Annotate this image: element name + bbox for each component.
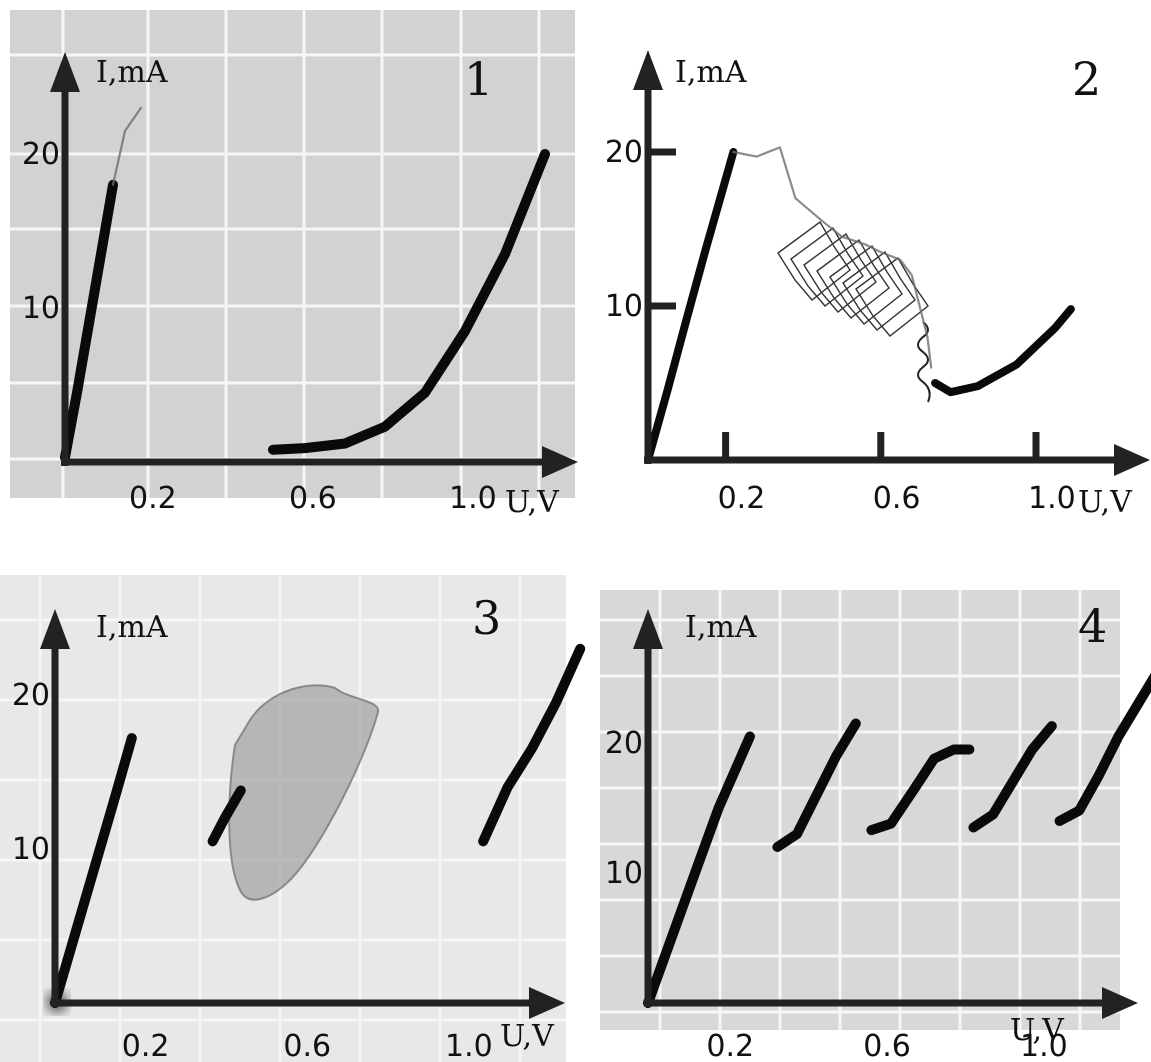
panel-2-x-axis-arrow <box>1114 444 1150 476</box>
panel-2-x-tick-label-1: 0.2 <box>718 481 766 516</box>
panel-4-x-axis-label: U,V <box>1010 1013 1065 1048</box>
panel-1-series-1 <box>60 179 118 463</box>
panel-1-x-tick-label-3: 1.0 <box>449 481 497 516</box>
panel-1-series-2 <box>111 106 143 186</box>
panel-4-number: 4 <box>1078 599 1107 653</box>
panel-2-series-2 <box>732 146 933 369</box>
panel-4-series <box>643 672 1151 1008</box>
panel-2-series-1 <box>644 148 738 464</box>
panel-2-y-axis-label: I,mA <box>675 55 747 90</box>
panel-4-x-tick-label-3: 1.0 <box>1020 1029 1068 1062</box>
panel-2-x-axis-label: U,V <box>1078 485 1133 520</box>
panel-3-y-tick-label-1: 10 <box>12 832 50 867</box>
panel-1-number: 1 <box>464 52 493 106</box>
panel-3-decorations <box>47 684 379 1012</box>
panel-4-x-axis-arrow <box>1102 987 1138 1019</box>
panel-1: 0.2 0.6 1.0 10 20 I,mA U,V 1 <box>10 10 578 520</box>
panel-4-ticks: 0.2 0.6 1.0 10 20 <box>605 726 1068 1062</box>
panel-2-y-tick-label-2: 20 <box>605 135 643 170</box>
panel-3-series <box>50 643 586 1008</box>
panel-2-x-tick-label-2: 0.6 <box>873 481 921 516</box>
panel-3-ticks: 0.2 0.6 1.0 10 20 <box>12 678 493 1062</box>
panel-4-axes <box>633 609 1138 1019</box>
panel-1-ticks: 0.2 0.6 1.0 10 20 <box>22 137 497 516</box>
panel-3-x-tick-label-2: 0.6 <box>283 1029 331 1062</box>
panel-3-series-3 <box>478 643 586 847</box>
panel-4-y-axis-label: I,mA <box>685 610 757 645</box>
panel-2-spiral-trace <box>917 321 931 403</box>
panel-3-grid <box>0 575 566 1062</box>
panel-1-series <box>60 106 550 463</box>
panel-2-oscillation-loops <box>777 220 929 337</box>
panel-3-x-tick-label-1: 0.2 <box>122 1029 170 1062</box>
panel-3-series-1 <box>50 733 137 1008</box>
panel-3-series-2 <box>207 785 246 847</box>
panel-3-axes <box>40 609 565 1019</box>
panel-1-x-tick-label-1: 0.2 <box>129 481 177 516</box>
panel-1-x-axis-arrow <box>542 446 578 478</box>
panel-4-y-tick-label-2: 20 <box>605 726 643 761</box>
panel-4-x-tick-label-2: 0.6 <box>863 1029 911 1062</box>
panel-2-series-3 <box>931 305 1075 397</box>
panel-4-series-3 <box>866 744 975 836</box>
panel-1-x-axis-label: U,V <box>505 485 560 520</box>
panel-3-x-axis-arrow <box>529 987 565 1019</box>
panel-1-series-3 <box>268 149 550 455</box>
panel-2-ticks: 0.2 0.6 1.0 10 20 <box>605 135 1076 516</box>
panel-4-x-tick-label-1: 0.2 <box>706 1029 754 1062</box>
panel-4-series-5 <box>1054 672 1151 826</box>
panel-1-axes <box>50 52 578 478</box>
panel-3-y-tick-label-2: 20 <box>12 678 50 713</box>
panel-3-x-tick-label-3: 1.0 <box>445 1029 493 1062</box>
panel-4-series-1 <box>643 731 755 1008</box>
panel-4: 0.2 0.6 1.0 10 20 I,mA U,V 4 <box>600 590 1151 1062</box>
panel-2-x-tick-label-3: 1.0 <box>1028 481 1076 516</box>
panel-1-y-tick-label-1: 10 <box>22 291 60 326</box>
panel-4-series-4 <box>968 721 1057 833</box>
panel-3-y-axis-label: I,mA <box>96 610 168 645</box>
panel-3-number: 3 <box>472 591 501 645</box>
panel-2: 0.2 0.6 1.0 10 20 I,mA U,V 2 <box>585 10 1151 520</box>
panel-2-number: 2 <box>1072 52 1101 106</box>
panel-1-y-tick-label-2: 20 <box>22 137 60 172</box>
panel-1-y-axis-label: I,mA <box>96 55 168 90</box>
panel-1-y-axis-arrow <box>50 52 80 92</box>
panel-2-y-axis-arrow <box>633 50 663 90</box>
panel-2-background <box>585 10 1151 498</box>
panel-3: 0.2 0.6 1.0 10 20 I,mA U,V 3 <box>0 575 586 1062</box>
panel-2-y-tick-label-1: 10 <box>605 289 643 324</box>
panel-2-series <box>644 146 1075 464</box>
panel-3-diffuse-region <box>228 684 379 901</box>
panel-4-y-tick-label-1: 10 <box>605 856 643 891</box>
panel-4-background <box>600 590 1120 1030</box>
panel-4-y-axis-arrow <box>633 609 663 649</box>
panel-2-decorations <box>777 220 931 403</box>
panel-3-y-axis-arrow <box>40 609 70 649</box>
panel-4-series-2 <box>772 718 861 852</box>
panel-3-x-axis-label: U,V <box>500 1019 555 1054</box>
panel-1-x-tick-label-2: 0.6 <box>289 481 337 516</box>
